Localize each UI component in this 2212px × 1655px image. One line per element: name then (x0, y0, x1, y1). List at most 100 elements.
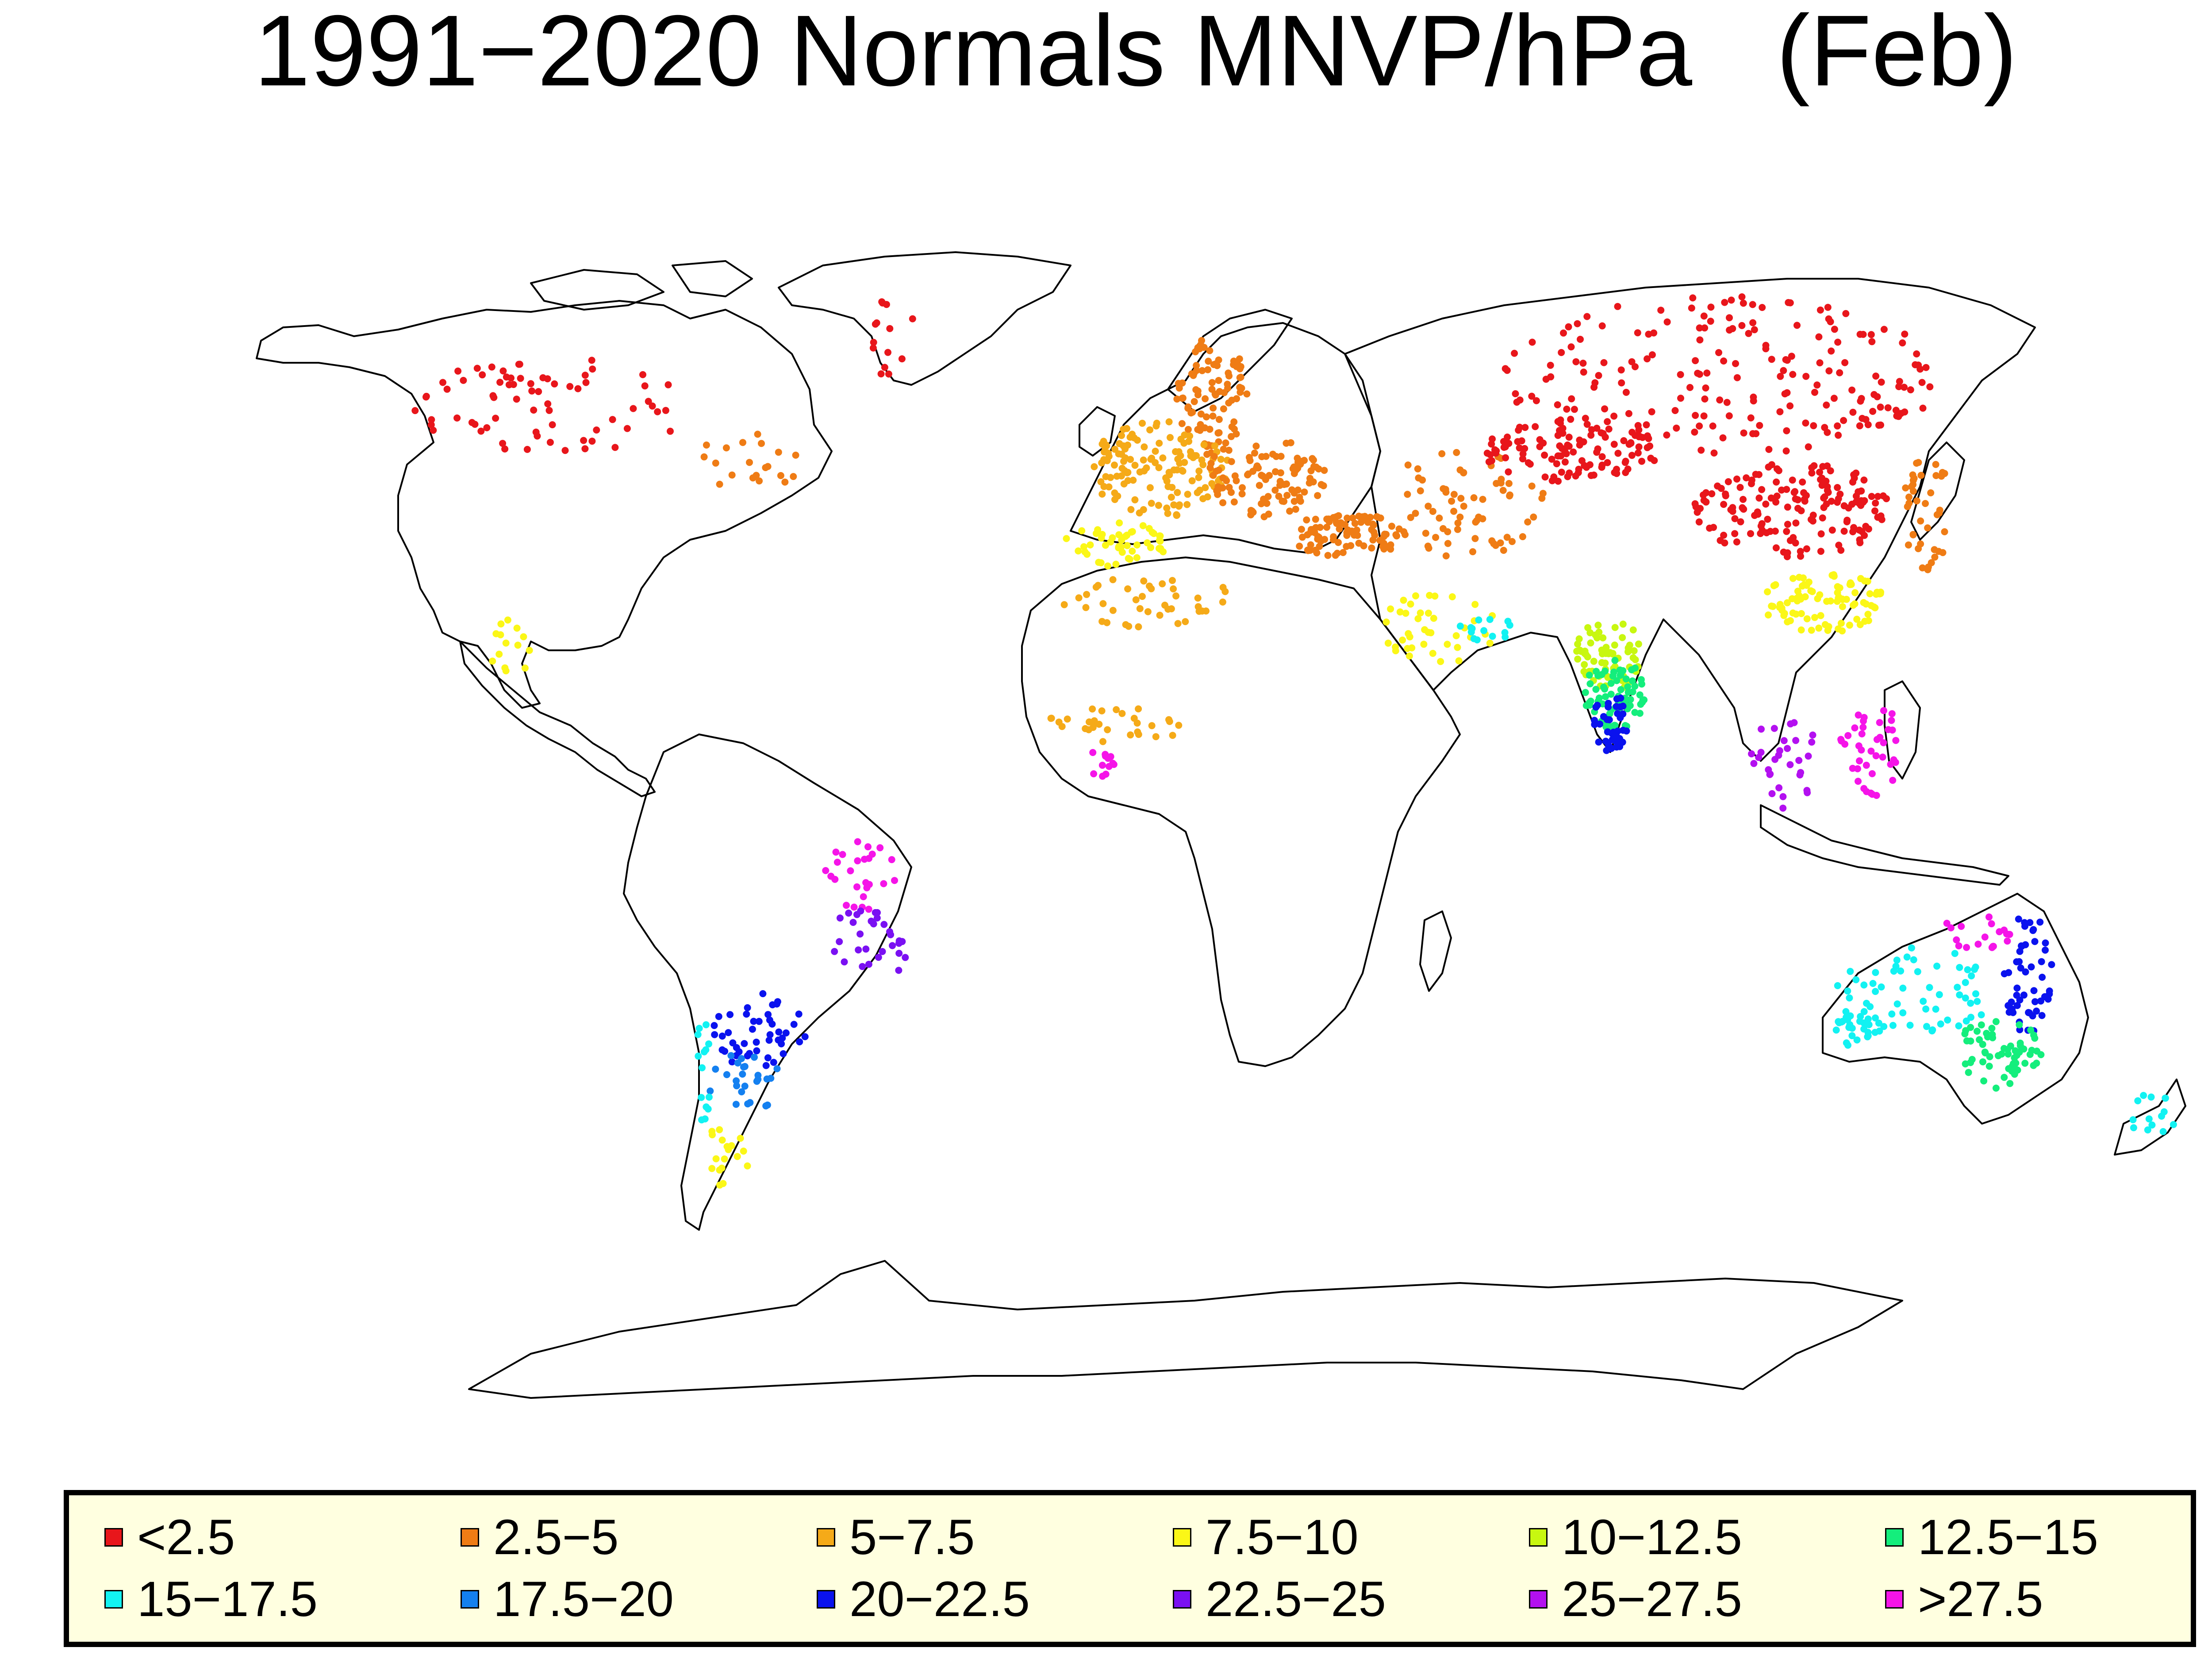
station-dot (1404, 461, 1412, 469)
station-dot (1557, 416, 1564, 424)
station-dot (1632, 664, 1639, 672)
station-dot (1488, 537, 1496, 545)
station-dot (1624, 648, 1632, 656)
station-dot (1747, 480, 1755, 488)
station-dot (1457, 495, 1465, 502)
station-dot (1827, 597, 1834, 605)
station-dot (1853, 615, 1861, 623)
station-dot (1614, 727, 1621, 735)
station-dot (1618, 379, 1625, 387)
station-dot (1607, 691, 1615, 698)
station-dot (546, 438, 554, 446)
station-dot (1629, 626, 1637, 634)
station-dot (1583, 313, 1591, 320)
station-dot (1860, 981, 1868, 989)
station-dot (2020, 991, 2028, 999)
station-dot (1954, 983, 1961, 991)
station-dot (588, 438, 596, 445)
station-dot (1775, 784, 1783, 791)
station-dot (1601, 405, 1609, 413)
station-dot (1967, 1024, 1974, 1031)
station-dot (1384, 639, 1392, 647)
station-dot (1573, 648, 1581, 655)
station-dot (1972, 990, 1979, 998)
station-dot (1749, 301, 1756, 308)
station-dot (827, 872, 835, 880)
station-dot (1550, 473, 1558, 481)
station-dot (1412, 592, 1419, 599)
station-dot (1765, 463, 1772, 471)
station-dot (1121, 467, 1128, 474)
station-dot (712, 459, 719, 467)
station-dot (2013, 991, 2020, 999)
station-dot (753, 1047, 760, 1055)
station-dot (1956, 991, 1963, 998)
station-dot (1968, 972, 1975, 979)
station-dot (1784, 745, 1791, 752)
station-dot (1225, 369, 1232, 377)
station-dot (1725, 412, 1733, 419)
station-dot (1619, 620, 1627, 628)
station-dot (574, 385, 582, 392)
legend-label: 5−7.5 (849, 1509, 975, 1565)
station-dot (1094, 582, 1102, 589)
station-dot (845, 910, 853, 917)
station-dot (1567, 343, 1575, 351)
station-dot (2030, 1031, 2037, 1039)
station-dot (1619, 710, 1627, 718)
station-dot (1762, 500, 1770, 508)
station-dot (699, 1064, 706, 1071)
station-dot (1932, 472, 1940, 479)
station-dot (1786, 299, 1794, 307)
station-dot (502, 639, 510, 647)
station-dot (1167, 434, 1174, 441)
asia-outline (1344, 278, 2036, 762)
station-dot (739, 1071, 746, 1078)
station-dot (1631, 683, 1639, 690)
station-dot (1132, 596, 1140, 603)
station-dot (1582, 415, 1589, 422)
station-dot (1756, 422, 1763, 429)
station-dot (1924, 524, 1932, 532)
station-dot (1632, 363, 1639, 370)
station-dot (832, 849, 840, 856)
station-dot (1547, 361, 1554, 369)
station-dot (694, 1031, 702, 1038)
station-dot (1827, 318, 1834, 326)
station-dot (1228, 458, 1235, 465)
station-dot (1877, 590, 1884, 597)
station-dot (1146, 484, 1154, 492)
station-dot (698, 1094, 705, 1101)
station-dot (721, 1155, 728, 1163)
station-dot (779, 1034, 786, 1042)
station-dot (1528, 392, 1536, 400)
station-dot (2159, 1128, 2167, 1135)
station-dot (1849, 408, 1857, 416)
station-dot (1979, 1058, 1986, 1066)
station-dot (2130, 1124, 2137, 1132)
station-dot (1547, 373, 1555, 380)
station-dot (870, 920, 877, 928)
station-dot (1707, 303, 1715, 311)
station-dot (1800, 489, 1808, 496)
station-dot (1936, 991, 1943, 998)
station-dot (1173, 396, 1181, 403)
station-dot (1486, 616, 1494, 623)
station-dot (1893, 1000, 1901, 1008)
station-dot (1692, 357, 1699, 365)
station-dot (1371, 531, 1379, 539)
station-dot (873, 914, 881, 922)
station-dot (1233, 430, 1240, 438)
legend-item: >27.5 (1885, 1574, 2043, 1624)
station-dot (1167, 605, 1175, 613)
station-dot (1771, 756, 1779, 763)
station-dot (876, 844, 884, 852)
station-dot (528, 387, 536, 395)
station-dot (1279, 497, 1286, 505)
station-dot (1578, 457, 1586, 465)
station-dot (1861, 618, 1869, 625)
station-dot (1105, 483, 1113, 491)
station-dot (1856, 757, 1863, 764)
station-dot (1310, 456, 1317, 464)
station-dot (1783, 486, 1790, 493)
